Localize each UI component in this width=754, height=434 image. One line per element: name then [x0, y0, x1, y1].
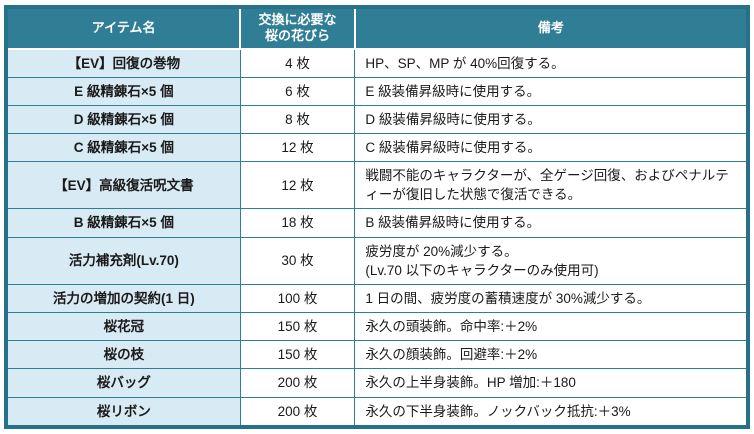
item-name-cell: 桜の枝: [5, 340, 241, 370]
table-row: 【EV】高級復活呪文書 12 枚 戦闘不能のキャラクターが、全ゲージ回復、および…: [5, 161, 749, 210]
item-name-cell: B 級精錬石×5 個: [5, 208, 241, 238]
remark-cell: E 級装備昇級時に使用する。: [354, 76, 749, 106]
item-name-cell: 桜花冠: [5, 312, 241, 342]
header-remarks: 備考: [353, 6, 750, 50]
remark-cell: D 級装備昇級時に使用する。: [354, 104, 749, 134]
remark-cell: 永久の下半身装飾。ノックバック抵抗:＋3%: [354, 396, 749, 428]
remark-cell: 永久の頭装飾。命中率:＋2%: [354, 312, 749, 342]
item-name-cell: C 級精錬石×5 個: [5, 132, 241, 163]
item-name-cell: 【EV】高級復活呪文書: [5, 161, 241, 210]
petal-cost-cell: 6 枚: [239, 76, 356, 106]
petal-cost-cell: 18 枚: [239, 208, 356, 238]
item-name-cell: 活力補充剤(Lv.70): [5, 236, 241, 285]
table-row: D 級精錬石×5 個 8 枚 D 級装備昇級時に使用する。: [5, 104, 749, 134]
petal-cost-cell: 100 枚: [239, 283, 356, 314]
item-exchange-table: アイテム名 交換に必要な 桜の花びら 備考 【EV】回復の巻物 4 枚 HP、S…: [4, 5, 750, 429]
header-row: アイテム名 交換に必要な 桜の花びら 備考: [4, 6, 750, 50]
table-row: B 級精錬石×5 個 18 枚 B 級装備昇級時に使用する。: [5, 208, 749, 238]
remark-cell: B 級装備昇級時に使用する。: [354, 208, 749, 238]
table-row: E 級精錬石×5 個 6 枚 E 級装備昇級時に使用する。: [5, 76, 749, 106]
petal-cost-cell: 150 枚: [239, 312, 356, 342]
header-petals-required: 交換に必要な 桜の花びら: [239, 6, 356, 50]
petal-cost-cell: 30 枚: [239, 236, 356, 285]
remark-cell: 永久の顔装飾。回避率:＋2%: [354, 340, 749, 370]
item-name-cell: E 級精錬石×5 個: [5, 76, 241, 106]
header-item-name: アイテム名: [4, 6, 242, 50]
remark-cell: 永久の上半身装飾。HP 増加:＋180: [354, 368, 749, 398]
table-row: 【EV】回復の巻物 4 枚 HP、SP、MP が 40%回復する。: [5, 48, 749, 78]
petal-cost-cell: 4 枚: [239, 48, 356, 78]
table-row: 活力の増加の契約(1 日) 100 枚 1 日の間、疲労度の蓄積速度が 30%減…: [5, 283, 749, 314]
table-row: 桜の枝 150 枚 永久の顔装飾。回避率:＋2%: [5, 340, 749, 370]
item-name-cell: 【EV】回復の巻物: [5, 48, 241, 78]
table-row: 桜リボン 200 枚 永久の下半身装飾。ノックバック抵抗:＋3%: [5, 396, 749, 428]
table-row: 活力補充剤(Lv.70) 30 枚 疲労度が 20%減少する。 (Lv.70 以…: [5, 236, 749, 285]
table-row: 桜花冠 150 枚 永久の頭装飾。命中率:＋2%: [5, 312, 749, 342]
remark-cell: 疲労度が 20%減少する。 (Lv.70 以下のキャラクターのみ使用可): [354, 236, 749, 285]
item-name-cell: 桜リボン: [5, 396, 241, 428]
remark-cell: 1 日の間、疲労度の蓄積速度が 30%減少する。: [354, 283, 749, 314]
item-name-cell: 活力の増加の契約(1 日): [5, 283, 241, 314]
table-row: C 級精錬石×5 個 12 枚 C 級装備昇級時に使用する。: [5, 132, 749, 163]
remark-cell: 戦闘不能のキャラクターが、全ゲージ回復、およびペナルティーが復旧した状態で復活で…: [354, 161, 749, 210]
item-name-cell: D 級精錬石×5 個: [5, 104, 241, 134]
table-row: 桜バッグ 200 枚 永久の上半身装飾。HP 増加:＋180: [5, 368, 749, 398]
petal-cost-cell: 12 枚: [239, 161, 356, 210]
remark-cell: C 級装備昇級時に使用する。: [354, 132, 749, 163]
petal-cost-cell: 8 枚: [239, 104, 356, 134]
petal-cost-cell: 200 枚: [239, 368, 356, 398]
item-name-cell: 桜バッグ: [5, 368, 241, 398]
remark-cell: HP、SP、MP が 40%回復する。: [354, 48, 749, 78]
petal-cost-cell: 200 枚: [239, 396, 356, 428]
table-body: 【EV】回復の巻物 4 枚 HP、SP、MP が 40%回復する。 E 級精錬石…: [5, 48, 749, 428]
petal-cost-cell: 150 枚: [239, 340, 356, 370]
petal-cost-cell: 12 枚: [239, 132, 356, 163]
